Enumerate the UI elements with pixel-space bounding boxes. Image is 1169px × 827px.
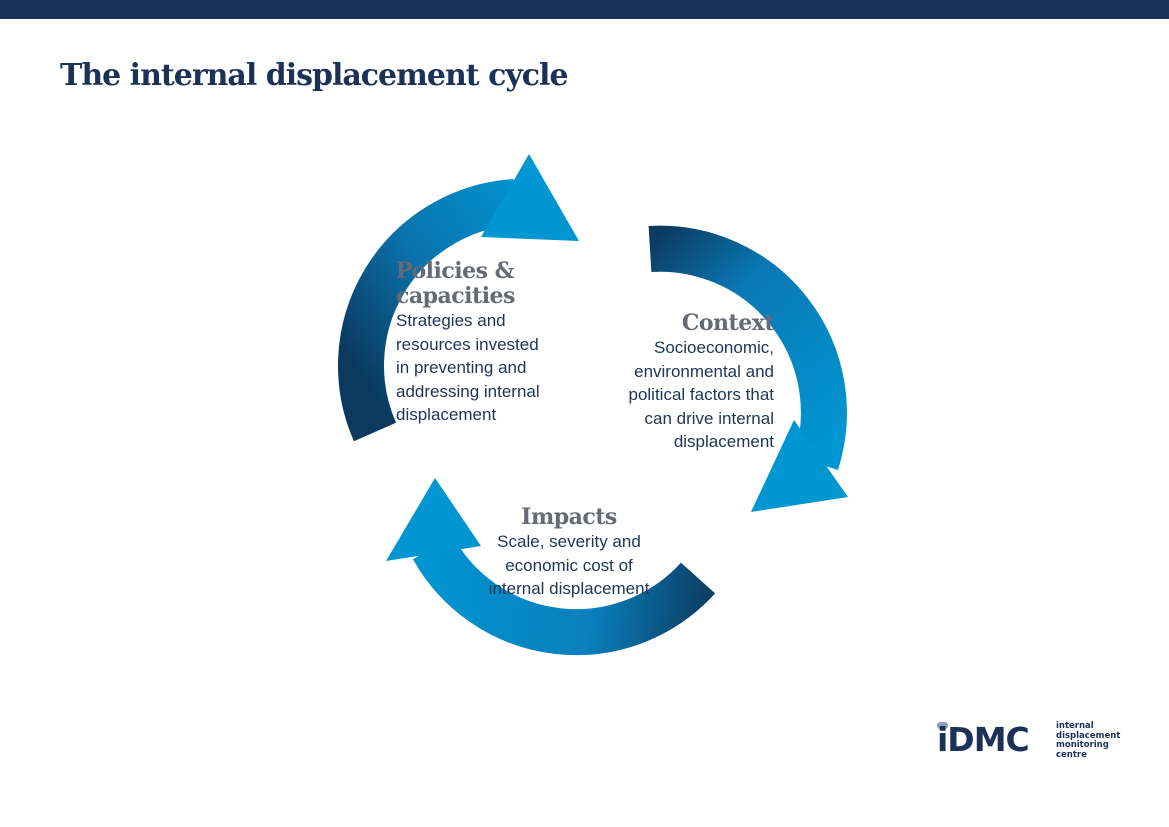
policies-description-line: displacement — [396, 405, 497, 424]
policies-description-line: Strategies and — [396, 311, 506, 330]
impacts-description-line: internal displacement — [488, 579, 650, 598]
context-description-line: environmental and — [634, 361, 774, 381]
context-description-line: political factors that — [628, 385, 774, 404]
context-description-line: can drive internal — [644, 408, 774, 428]
context-description: Socioeconomic, environmental and politic… — [590, 336, 774, 454]
logo-wordmark-line: monitoring — [1056, 740, 1109, 750]
logo-mark: iDMC — [937, 720, 1030, 759]
context-description-line: Socioeconomic, — [653, 338, 774, 357]
impacts-arrow-arc — [412, 536, 716, 656]
policies-capacities-block: Policies & capacities Strategies and res… — [396, 259, 571, 427]
context-heading: Context — [681, 310, 775, 336]
policies-arrowhead — [481, 154, 579, 241]
logo-wordmark-line: internal — [1056, 721, 1094, 731]
page-title: The internal displacement cycle — [60, 58, 569, 93]
impacts-arrow — [386, 478, 716, 656]
policies-heading-line: capacities — [396, 283, 515, 309]
policies-description-line: resources invested — [396, 334, 539, 354]
impacts-heading: Impacts — [521, 504, 617, 530]
context-block: Context Socioeconomic, environmental and… — [590, 311, 774, 454]
logo-wordmark-line: centre — [1056, 749, 1087, 760]
policies-heading: Policies & capacities — [396, 259, 571, 309]
policies-description-line: in preventing and — [396, 358, 527, 377]
context-arrow-arc — [648, 225, 847, 471]
impacts-description-line: Scale, severity and — [497, 532, 641, 551]
policies-description-line: addressing internal — [396, 381, 540, 401]
logo-dot-icon — [937, 722, 948, 729]
impacts-block: Impacts Scale, severity and economic cos… — [464, 505, 674, 601]
context-description-line: displacement — [673, 432, 774, 451]
idmc-logo: iDMC internal displacement monitoring ce… — [937, 720, 1121, 760]
top-banner-bar — [0, 0, 1169, 19]
impacts-description-line: economic cost of — [505, 555, 633, 575]
context-arrowhead — [751, 420, 848, 512]
policies-heading-line: Policies & — [396, 258, 515, 284]
policies-description: Strategies and resources invested in pre… — [396, 309, 571, 427]
impacts-description: Scale, severity and economic cost of int… — [464, 530, 674, 601]
policies-arrow-arc — [338, 179, 517, 442]
context-arrow — [648, 225, 848, 512]
logo-wordmark-line: displacement — [1056, 730, 1121, 741]
policies-arrow — [338, 154, 579, 442]
logo-wordmark: internal displacement monitoring centre — [1056, 721, 1121, 760]
impacts-arrowhead — [386, 478, 481, 561]
